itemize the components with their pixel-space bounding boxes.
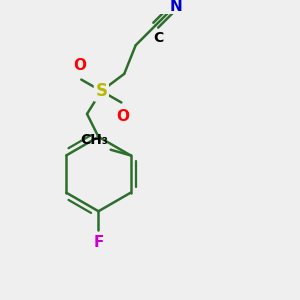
- Text: O: O: [116, 109, 129, 124]
- Text: F: F: [93, 235, 104, 250]
- Text: O: O: [74, 58, 86, 73]
- Text: N: N: [169, 0, 182, 14]
- Text: C: C: [154, 32, 164, 46]
- Text: CH₃: CH₃: [80, 133, 108, 147]
- Text: S: S: [95, 82, 107, 100]
